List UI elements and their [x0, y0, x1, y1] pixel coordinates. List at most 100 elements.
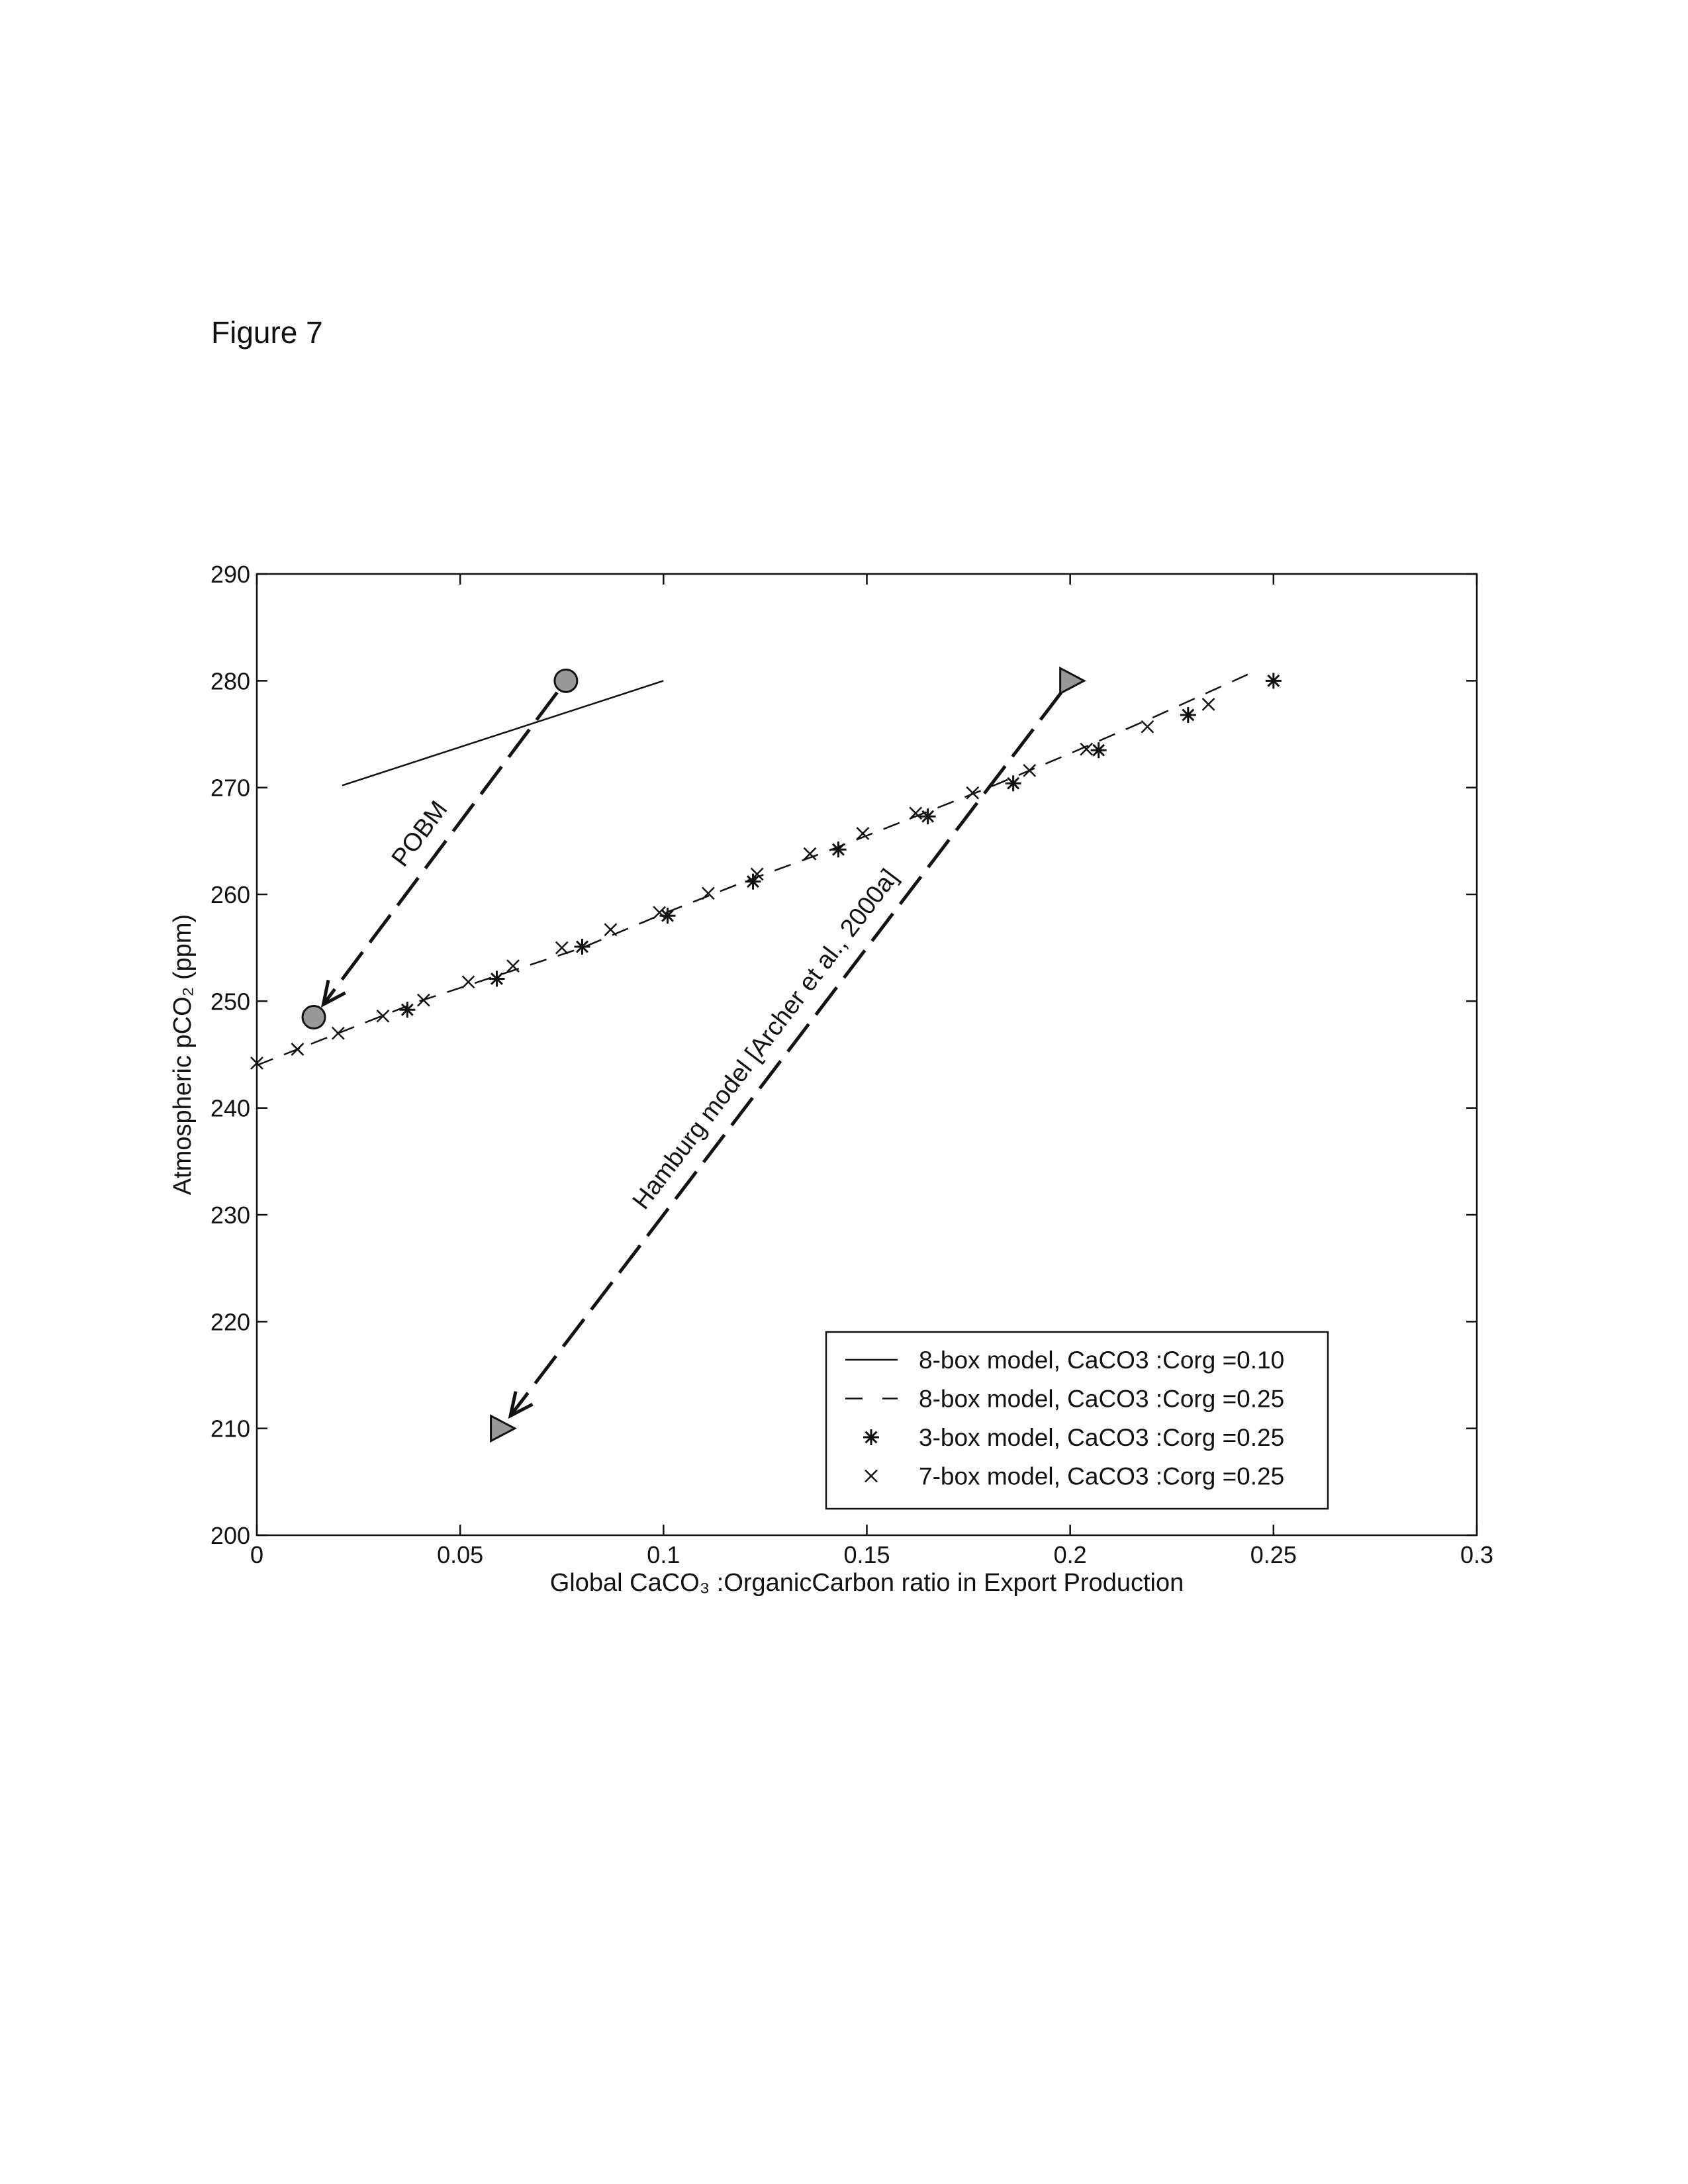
- star-stroke: [832, 843, 845, 856]
- point-marker: [555, 941, 569, 955]
- arrow-shaft: [322, 691, 559, 1006]
- legend-label: 7-box model, CaCO3 :Corg =0.25: [919, 1463, 1284, 1490]
- point-marker: [1180, 706, 1196, 723]
- star-stroke: [1182, 708, 1195, 722]
- x-stroke: [416, 993, 430, 1007]
- y-tick-label: 260: [211, 881, 250, 908]
- point-marker: [250, 1057, 263, 1070]
- point-marker: [745, 873, 761, 890]
- x-tick-label: 0.15: [843, 1541, 890, 1568]
- legend-label: 3-box model, CaCO3 :Corg =0.25: [919, 1424, 1284, 1451]
- star-stroke: [747, 875, 759, 888]
- y-tick-label: 240: [211, 1095, 250, 1122]
- point-marker: [750, 867, 764, 881]
- point-marker: [856, 827, 870, 840]
- x-stroke: [702, 886, 715, 900]
- y-tick-label: 280: [211, 667, 250, 694]
- arrow-head: [508, 1391, 534, 1419]
- y-tick-label: 230: [211, 1202, 250, 1229]
- x-tick-label: 0.05: [437, 1541, 483, 1568]
- legend-marker: [863, 1429, 879, 1445]
- point-marker: [659, 908, 676, 924]
- arrow-shaft: [509, 691, 1063, 1417]
- x-stroke: [461, 975, 475, 989]
- x-stroke: [909, 806, 923, 820]
- point-marker: [1023, 763, 1037, 777]
- point-marker: [702, 886, 715, 900]
- point-marker: [489, 971, 505, 987]
- y-tick-label: 200: [211, 1522, 250, 1549]
- point-marker: [1201, 697, 1215, 711]
- star-stroke: [865, 1431, 878, 1444]
- y-tick-label: 290: [211, 561, 250, 588]
- x-tick-label: 0.2: [1054, 1541, 1087, 1568]
- x-stroke: [856, 827, 870, 840]
- point-marker: [416, 993, 430, 1007]
- point-marker: [803, 847, 817, 861]
- point-marker: [1005, 775, 1021, 792]
- figure-label: Figure 7: [211, 315, 323, 350]
- series-line: [342, 680, 664, 786]
- x-stroke: [803, 847, 817, 861]
- y-tick-label: 220: [211, 1308, 250, 1335]
- x-stroke: [966, 786, 980, 800]
- x-stroke: [1201, 697, 1215, 711]
- point-marker: [653, 906, 667, 920]
- point-marker: [574, 939, 590, 955]
- star-stroke: [1267, 674, 1280, 687]
- point-marker: [399, 1002, 416, 1018]
- point-marker: [1141, 720, 1154, 734]
- point-marker: [1080, 742, 1094, 756]
- arrow-head: [320, 980, 346, 1008]
- star-stroke: [400, 1003, 414, 1016]
- star-stroke: [576, 940, 588, 953]
- x-tick-label: 0: [250, 1541, 263, 1568]
- point-marker: [1090, 742, 1107, 759]
- point-marker: [461, 975, 475, 989]
- star-stroke: [921, 810, 935, 823]
- star-stroke: [1007, 777, 1020, 790]
- series-line: [256, 669, 1258, 1067]
- endpoint-triangle: [490, 1414, 517, 1443]
- legend-label: 8-box model, CaCO3 :Corg =0.10: [919, 1347, 1284, 1374]
- point-marker: [966, 786, 980, 800]
- point-marker: [909, 806, 923, 820]
- x-stroke: [291, 1043, 305, 1056]
- endpoint-triangle: [1059, 666, 1086, 695]
- y-tick-label: 270: [211, 775, 250, 802]
- x-stroke: [331, 1026, 345, 1040]
- x-tick-label: 0.1: [647, 1541, 680, 1568]
- x-stroke: [1141, 720, 1154, 734]
- point-marker: [919, 808, 936, 825]
- endpoint-circle: [301, 1005, 326, 1030]
- legend-box: [825, 1331, 1329, 1510]
- x-stroke: [653, 906, 667, 920]
- point-marker: [291, 1043, 305, 1056]
- y-tick-label: 210: [211, 1415, 250, 1443]
- star-stroke: [661, 909, 674, 922]
- x-stroke: [1023, 763, 1037, 777]
- x-axis-label: Global CaCO₃ :OrganicCarbon ratio in Exp…: [550, 1569, 1184, 1597]
- x-stroke: [1080, 742, 1094, 756]
- point-marker: [604, 923, 618, 937]
- x-stroke: [250, 1057, 263, 1070]
- x-stroke: [376, 1010, 390, 1023]
- x-tick-label: 0.3: [1460, 1541, 1493, 1568]
- endpoint-circle: [553, 668, 579, 693]
- point-marker: [830, 841, 847, 858]
- legend-marker: [865, 1469, 878, 1483]
- star-stroke: [490, 972, 503, 985]
- x-stroke: [604, 923, 618, 937]
- annotation-label: POBM: [387, 796, 453, 872]
- point-marker: [1265, 673, 1282, 689]
- point-marker: [376, 1010, 390, 1023]
- x-stroke: [555, 941, 569, 955]
- x-stroke: [750, 867, 764, 881]
- point-marker: [331, 1026, 345, 1040]
- x-stroke: [506, 959, 520, 973]
- star-stroke: [1092, 743, 1105, 757]
- point-marker: [506, 959, 520, 973]
- y-tick-label: 250: [211, 988, 250, 1015]
